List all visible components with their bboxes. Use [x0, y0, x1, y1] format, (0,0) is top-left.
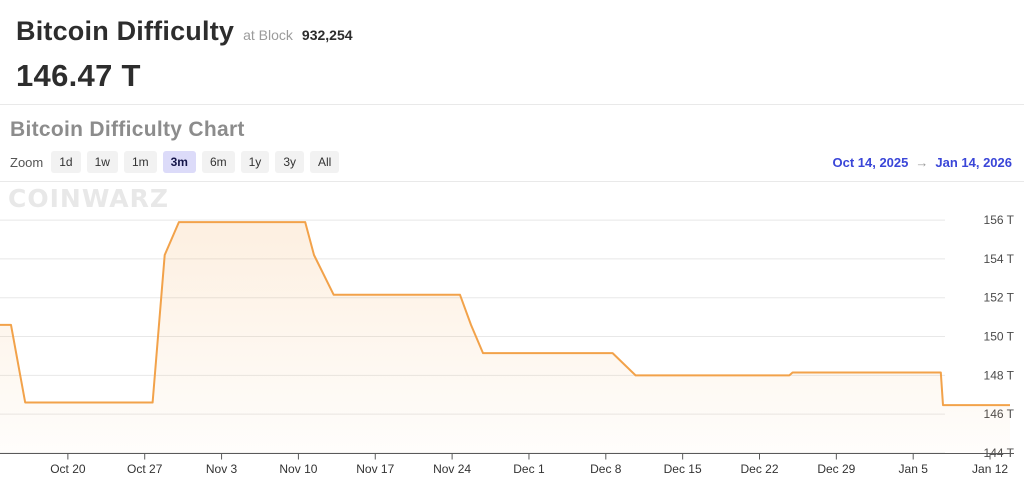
y-axis-label: 148 T — [984, 368, 1015, 382]
at-block-label: at Block — [243, 27, 293, 43]
x-axis-label: Dec 8 — [590, 462, 622, 476]
x-axis-label: Jan 5 — [899, 462, 929, 476]
x-axis-label: Nov 24 — [433, 462, 471, 476]
date-to-link[interactable]: Jan 14, 2026 — [935, 154, 1012, 170]
y-axis-label: 154 T — [984, 252, 1015, 266]
x-axis-label: Oct 20 — [50, 462, 86, 476]
coinwarz-watermark-logo: COINWARZ — [8, 184, 170, 213]
page-header: Bitcoin Difficulty at Block 932,254 146.… — [0, 0, 1024, 104]
y-axis-label: 152 T — [984, 291, 1015, 305]
x-axis-label: Nov 17 — [356, 462, 394, 476]
x-axis-label: Nov 10 — [279, 462, 317, 476]
current-difficulty-value: 146.47 T — [16, 58, 141, 93]
zoom-range-group: Zoom 1d 1w 1m 3m 6m 1y 3y All — [10, 151, 340, 173]
x-axis-label: Nov 3 — [206, 462, 238, 476]
zoom-range-button-3y[interactable]: 3y — [275, 151, 304, 173]
difficulty-line — [0, 221, 1010, 407]
zoom-range-button-6m[interactable]: 6m — [201, 151, 235, 173]
chart-toolbar: Zoom 1d 1w 1m 3m 6m 1y 3y All Oct 14, 2025 → Ja… — [0, 142, 1024, 181]
date-range: Oct 14, 2025 → Jan 14, 2026 — [832, 155, 1012, 170]
x-axis-label: Dec 1 — [513, 462, 545, 476]
date-from-link[interactable]: Oct 14, 2025 — [832, 154, 909, 170]
zoom-range-button-1m[interactable]: 1m — [123, 151, 157, 173]
zoom-range-button-1w[interactable]: 1w — [86, 151, 118, 173]
zoom-range-button-1d[interactable]: 1d — [51, 151, 81, 173]
x-axis-label: Oct 27 — [127, 462, 163, 476]
block-number: 932,254 — [301, 27, 353, 43]
chart-section-title: Bitcoin Difficulty Chart — [10, 118, 245, 141]
difficulty-area-fill — [0, 222, 1010, 453]
zoom-range-button-1y[interactable]: 1y — [240, 151, 270, 173]
header-divider — [0, 104, 1024, 105]
toolbar-divider — [0, 181, 1024, 182]
page-title: Bitcoin Difficulty — [16, 16, 235, 46]
zoom-range-button-all[interactable]: All — [310, 151, 340, 173]
zoom-label: Zoom — [10, 154, 44, 170]
title-row: Bitcoin Difficulty at Block 932,254 — [16, 16, 1008, 47]
arrow-right-icon: → — [915, 154, 929, 170]
zoom-range-button-3m[interactable]: 3m — [162, 151, 196, 173]
x-axis-label: Dec 29 — [817, 462, 855, 476]
x-axis-label: Jan 12 — [972, 462, 1008, 476]
x-axis-label: Dec 22 — [740, 462, 778, 476]
y-axis-label: 150 T — [984, 330, 1015, 344]
x-axis-label: Dec 15 — [664, 462, 702, 476]
y-axis-label: 156 T — [984, 213, 1015, 227]
